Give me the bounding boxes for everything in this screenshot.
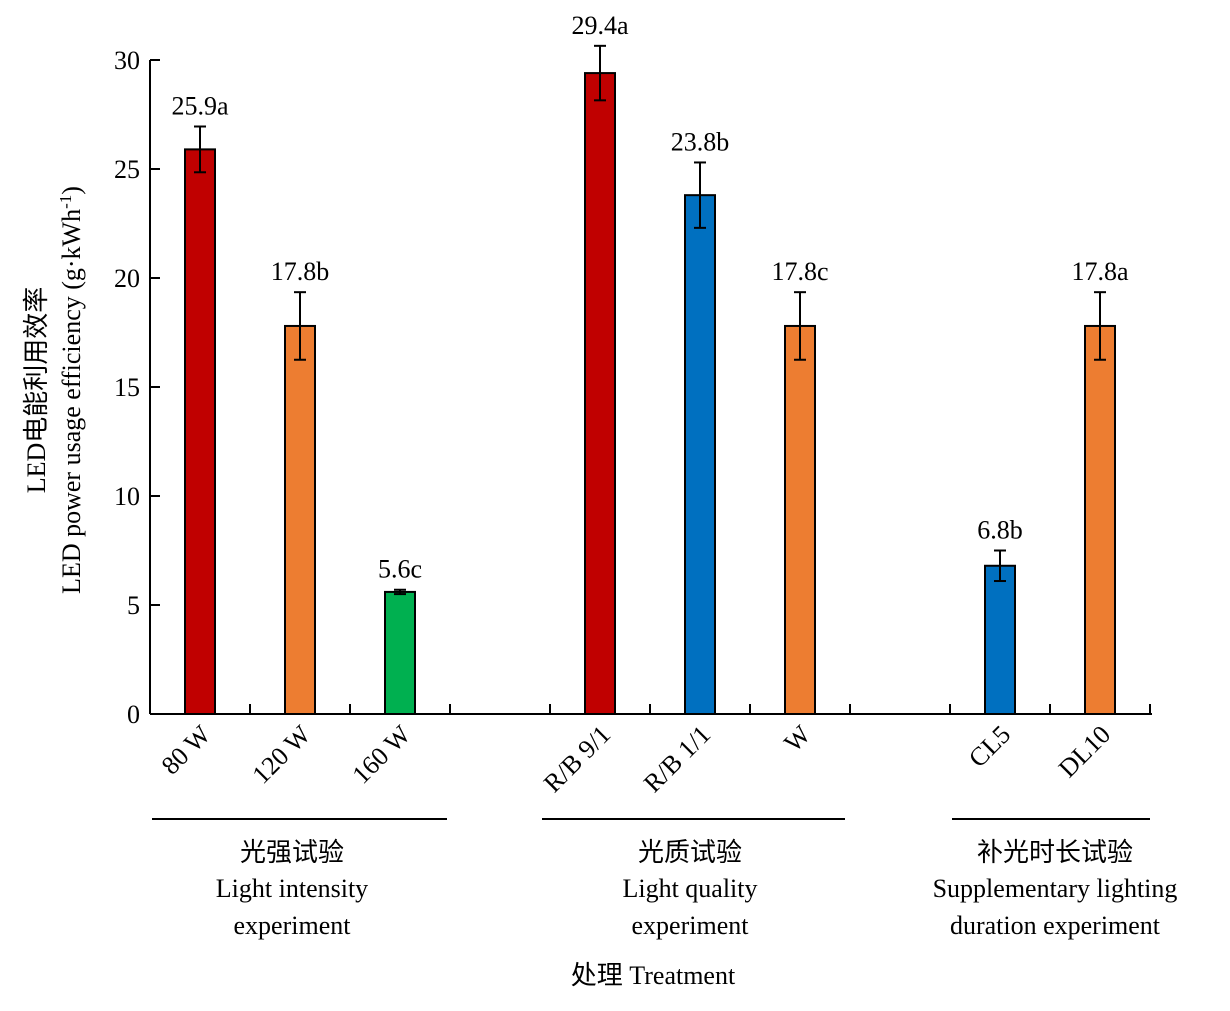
y-axis-title-en-main: LED power usage efficiency (g·kWh <box>57 209 86 594</box>
group-label-cn: 光强试验 <box>240 838 344 867</box>
bar <box>284 324 316 715</box>
group-label-en-line2: experiment <box>632 911 750 940</box>
category-label: 80 W <box>156 719 217 780</box>
group-label-en-line1: Supplementary lighting <box>933 874 1178 903</box>
category-label: W <box>778 719 816 757</box>
data-label: 6.8b <box>977 516 1023 545</box>
data-label: 17.8c <box>771 257 828 286</box>
category-label: 160 W <box>347 719 417 789</box>
y-axis-title-en: LED power usage efficiency (g·kWh-1) <box>56 186 87 594</box>
data-label: 17.8a <box>1071 257 1129 286</box>
group-label-en-line1: Light quality <box>622 874 757 903</box>
y-axis-title-en-close: ) <box>57 186 86 195</box>
x-axis-title: 处理 Treatment <box>571 961 736 990</box>
category-label: 120 W <box>247 719 317 789</box>
bar <box>384 590 416 715</box>
y-tick-label: 0 <box>127 700 140 729</box>
plot-area: 0 5 10 15 20 25 30 25.9a 80 W 17.8b 120 W 5.6c 160 W… <box>114 11 1177 940</box>
y-tick-label: 5 <box>127 591 140 620</box>
y-axis-title: LED电能利用效率 LED power usage efficiency (g·… <box>22 186 86 594</box>
bar <box>1084 324 1116 715</box>
group-label-en-line2: duration experiment <box>950 911 1161 940</box>
bar <box>184 148 216 715</box>
category-label: R/B 9/1 <box>538 720 616 798</box>
data-label: 29.4a <box>571 11 629 40</box>
group-label-en-line1: Light intensity <box>216 874 368 903</box>
y-tick-label: 25 <box>114 155 140 184</box>
bar <box>984 564 1016 716</box>
category-label: DL10 <box>1053 720 1116 783</box>
bar <box>584 72 616 715</box>
group-label-en-line2: experiment <box>234 911 352 940</box>
bar <box>784 324 816 715</box>
y-tick-label: 30 <box>114 46 140 75</box>
y-tick-label: 15 <box>114 373 140 402</box>
data-label: 5.6c <box>378 555 422 584</box>
y-tick-label: 20 <box>114 264 140 293</box>
group-label-cn: 光质试验 <box>638 838 742 867</box>
data-label: 23.8b <box>671 127 730 156</box>
data-label: 25.9a <box>171 91 229 120</box>
bar <box>684 194 716 716</box>
category-label: CL5 <box>963 720 1016 773</box>
data-label: 17.8b <box>271 257 330 286</box>
y-axis-title-cn: LED电能利用效率 <box>22 287 51 494</box>
y-axis-title-en-sup: -1 <box>56 195 75 209</box>
group-label-cn: 补光时长试验 <box>977 838 1133 867</box>
y-tick-label: 10 <box>114 482 140 511</box>
category-label: R/B 1/1 <box>638 720 716 798</box>
